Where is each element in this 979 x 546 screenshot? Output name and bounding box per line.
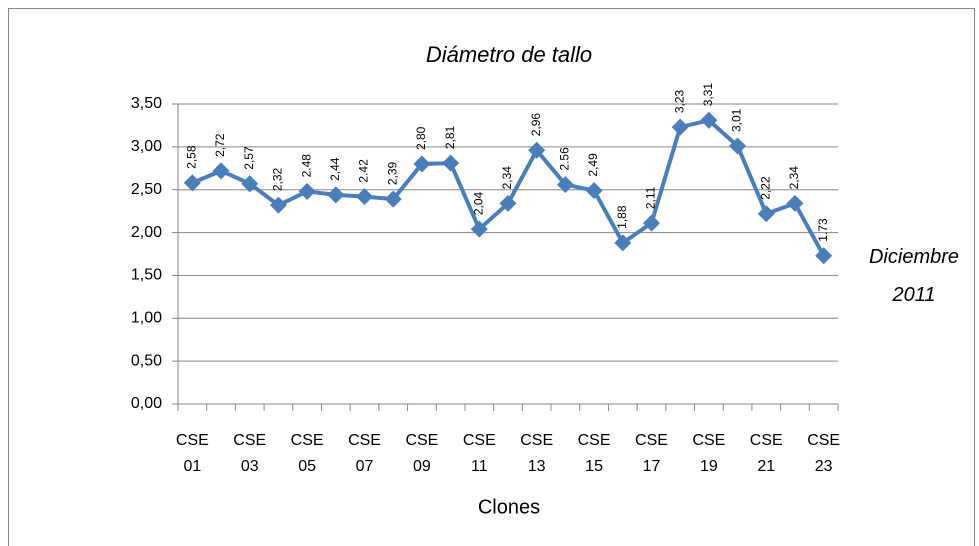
x-tick-label: CSE 21 (749, 432, 783, 475)
y-tick-label: 3,00 (131, 138, 162, 155)
x-tick-label: CSE 11 (462, 432, 496, 475)
marker (757, 205, 775, 223)
marker (729, 137, 747, 155)
marker (384, 190, 402, 208)
data-label: 1.73 (816, 218, 830, 242)
marker (700, 111, 718, 129)
data-label: 2,96 (529, 113, 543, 137)
data-label: 2,39 (385, 161, 399, 185)
x-tick-label: CSE 03 (233, 432, 267, 475)
y-tick-label: 0,00 (131, 395, 162, 412)
marker (815, 247, 833, 265)
y-tick-label: 3,50 (131, 95, 162, 112)
x-tick-label: CSE 23 (807, 432, 841, 475)
marker (614, 234, 632, 252)
marker (642, 214, 660, 232)
data-label: 2,81 (443, 125, 457, 149)
data-label: 2,04 (471, 191, 485, 215)
x-tick-label: CSE 01 (175, 432, 209, 475)
marker (212, 162, 230, 180)
y-tick-label: 0,50 (131, 352, 162, 369)
marker (442, 154, 460, 172)
marker (556, 176, 574, 194)
data-label: 2,49 (586, 153, 600, 177)
x-axis-label: Clones (478, 496, 540, 518)
annotation: Diciembre 2011 (868, 246, 960, 306)
x-tick-label: CSE 15 (577, 432, 611, 475)
marker (241, 175, 259, 193)
marker (470, 220, 488, 238)
marker (269, 196, 287, 214)
marker (499, 194, 517, 212)
chart-title: Diámetro de tallo (426, 42, 592, 67)
x-tick-label: CSE 05 (290, 432, 324, 475)
data-label: 2,72 (213, 133, 227, 157)
marker (585, 182, 603, 200)
x-tick-label: CSE 17 (635, 432, 668, 475)
marker (327, 186, 345, 204)
marker (356, 188, 374, 206)
marker (528, 141, 546, 159)
x-tick-label: CSE 19 (692, 432, 726, 475)
marker (786, 194, 804, 212)
data-label: 2,34 (500, 166, 514, 190)
x-tick-label: CSE 07 (348, 432, 381, 475)
x-tick-label: CSE 13 (520, 432, 554, 475)
marker (413, 155, 431, 173)
data-label: 2.42 (357, 159, 371, 183)
data-label: 3,31 (701, 83, 715, 107)
data-label: 2,80 (414, 126, 428, 150)
data-label: 2.56 (558, 147, 572, 171)
y-tick-label: 2,50 (131, 181, 162, 198)
y-tick-label: 2,00 (131, 224, 162, 241)
marker (298, 182, 316, 200)
data-label: 2,58 (185, 145, 199, 169)
chart-border (8, 8, 975, 546)
data-label: 2,22 (758, 176, 772, 200)
marker (183, 174, 201, 192)
data-label: 2,11 (644, 186, 658, 209)
data-label: 2,34 (787, 166, 801, 190)
y-tick-label: 1,00 (131, 310, 162, 327)
data-label: 3,01 (730, 108, 744, 132)
data-label: 2,57 (242, 146, 256, 170)
marker (671, 118, 689, 136)
y-tick-label: 1,50 (131, 267, 162, 284)
data-label: 2,32 (271, 167, 285, 191)
data-label: 2.48 (299, 154, 313, 178)
data-label: 3,23 (672, 89, 686, 113)
x-tick-label: CSE 09 (405, 432, 439, 475)
data-label: 2,44 (328, 157, 342, 181)
data-label: 1,88 (615, 205, 629, 229)
